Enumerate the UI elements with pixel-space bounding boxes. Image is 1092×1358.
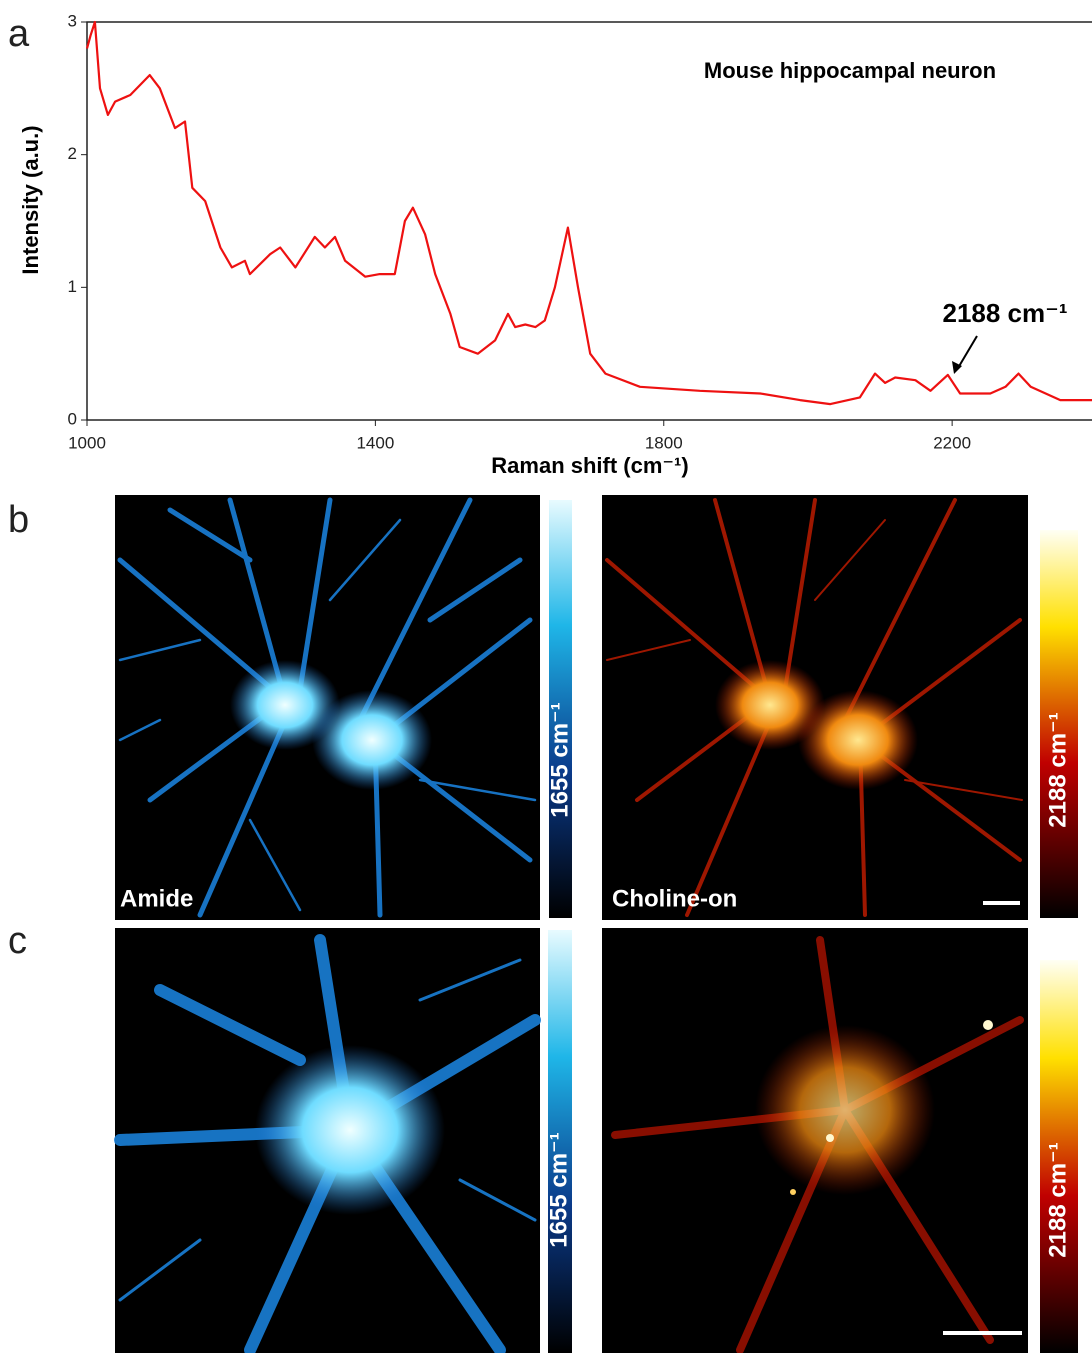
colorbar-label: 1655 cm⁻¹ — [545, 1132, 572, 1247]
microscopy-image — [602, 928, 1028, 1353]
x-tick-label: 1400 — [356, 433, 394, 452]
colorbar-label: 2188 cm⁻¹ — [1044, 712, 1071, 827]
microscopy-image — [602, 495, 1028, 920]
chart-title: Mouse hippocampal neuron — [704, 58, 996, 83]
y-tick-label: 0 — [68, 409, 77, 428]
panel-label: b — [8, 499, 29, 541]
y-tick-label: 2 — [68, 144, 77, 163]
microscopy-image — [115, 928, 540, 1353]
image-label: Choline-on — [612, 885, 737, 912]
microscopy-image — [115, 495, 540, 920]
x-tick-label: 1800 — [645, 433, 683, 452]
panel-label: c — [8, 920, 27, 962]
annotation-arrow — [958, 336, 977, 368]
y-tick-label: 1 — [68, 277, 77, 296]
colorbar-label: 1655 cm⁻¹ — [546, 702, 573, 817]
panel-label: a — [8, 13, 30, 55]
y-tick-label: 3 — [68, 11, 77, 30]
image-label: Amide — [120, 885, 193, 912]
colorbar-label: 2188 cm⁻¹ — [1044, 1142, 1071, 1257]
annotation: 2188 cm⁻¹ — [942, 298, 1067, 328]
y-axis-label: Intensity (a.u.) — [18, 125, 43, 274]
x-tick-label: 1000 — [68, 433, 106, 452]
x-tick-label: 2200 — [933, 433, 971, 452]
x-axis-label: Raman shift (cm⁻¹) — [491, 453, 688, 478]
figure: a Mouse hippocampal neuron Raman shift (… — [0, 0, 1092, 1353]
